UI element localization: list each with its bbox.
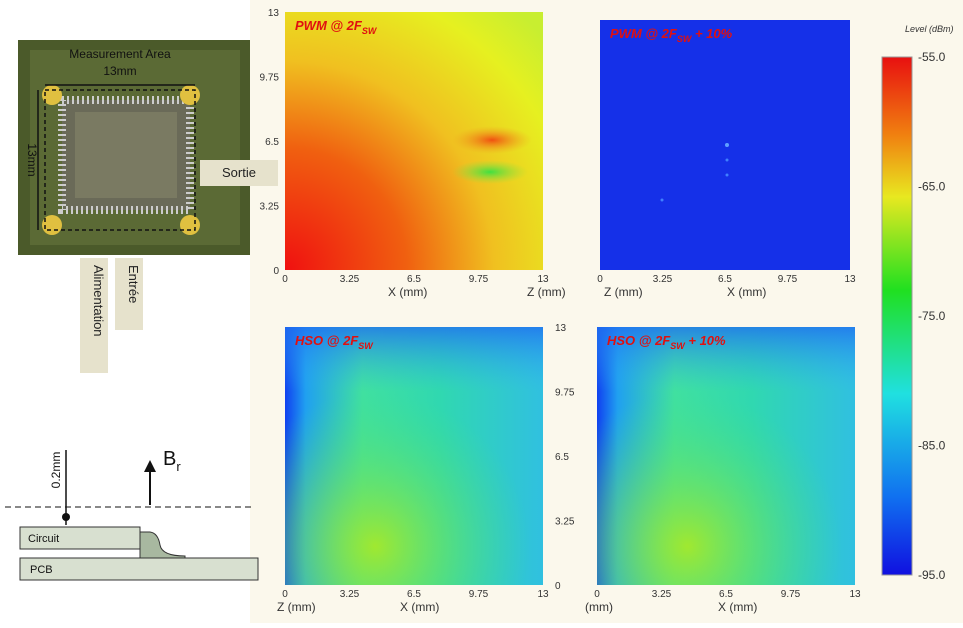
colorbar: Level (dBm) xyxy=(881,24,954,576)
y-tick-label: 13 xyxy=(555,323,567,334)
y-tick-label: 9.75 xyxy=(260,73,280,84)
axis-label: (mm) xyxy=(585,600,613,614)
photo-title: Measurement Area xyxy=(69,47,171,61)
field-subscript: r xyxy=(176,459,181,474)
x-tick-label: 9.75 xyxy=(781,589,801,600)
x-tick-label: 0 xyxy=(282,274,288,285)
map-title-subscript: SW xyxy=(670,341,686,351)
axis-label: X (mm) xyxy=(400,600,439,614)
map-title: HSO @ 2FSW + 10% xyxy=(607,333,726,351)
axis-label: X (mm) xyxy=(718,600,757,614)
x-tick-label: 6.5 xyxy=(407,274,421,285)
x-tick-label: 3.25 xyxy=(653,274,673,285)
pin-label: Alimentation xyxy=(91,265,106,337)
layer-label: Circuit xyxy=(28,533,59,545)
axis-label: Z (mm) xyxy=(604,285,643,299)
svg-text:Br: Br xyxy=(163,448,181,474)
map-title-text: HSO @ 2F xyxy=(607,333,671,348)
colorbar-tick-label: -75.0 xyxy=(918,309,946,323)
colorbar-tick-label: -65.0 xyxy=(918,180,946,194)
map-title-suffix: + 10% xyxy=(691,26,732,41)
height-label: 13mm xyxy=(25,143,39,176)
x-tick-label: 6.5 xyxy=(718,274,732,285)
y-tick-label: 9.75 xyxy=(555,388,575,399)
axis-label: Z (mm) xyxy=(527,285,566,299)
y-tick-label: 3.25 xyxy=(260,202,280,213)
x-tick-label: 9.75 xyxy=(469,589,489,600)
x-tick-label: 3.25 xyxy=(340,274,360,285)
map-title-subscript: SW xyxy=(358,341,374,351)
map-title: PWM @ 2FSW + 10% xyxy=(610,26,733,44)
x-tick-label: 9.75 xyxy=(469,274,489,285)
map-title-text: PWM @ 2F xyxy=(295,18,363,33)
heatmap xyxy=(600,20,850,270)
colorbar-title: Level (dBm) xyxy=(905,24,954,34)
y-tick-label: 0 xyxy=(273,266,279,277)
x-tick-label: 13 xyxy=(844,274,856,285)
x-tick-label: 0 xyxy=(597,274,603,285)
output-label: Sortie xyxy=(222,165,256,180)
x-tick-label: 9.75 xyxy=(778,274,798,285)
map-title-text: PWM @ 2F xyxy=(610,26,678,41)
colorbar-tick-label: -95.0 xyxy=(918,568,946,582)
axis-label: X (mm) xyxy=(388,285,427,299)
chip-photo: Measurement Area 13mm 13mm Sortie Alimen… xyxy=(18,40,278,373)
x-tick-label: 3.25 xyxy=(652,589,672,600)
width-label: 13mm xyxy=(103,64,136,78)
y-tick-label: 13 xyxy=(268,8,280,19)
colorbar-tick-label: -55.0 xyxy=(918,50,946,64)
x-tick-label: 13 xyxy=(849,589,861,600)
colorbar-tick-label: -85.0 xyxy=(918,439,946,453)
x-tick-label: 6.5 xyxy=(407,589,421,600)
x-tick-label: 3.25 xyxy=(340,589,360,600)
cross-section: 0.2mm Br Circuit PCB xyxy=(5,448,259,581)
x-tick-label: 6.5 xyxy=(719,589,733,600)
map-title: PWM @ 2FSW xyxy=(295,18,378,36)
height-label: 0.2mm xyxy=(49,452,63,489)
x-tick-label: 13 xyxy=(537,274,549,285)
map-title: HSO @ 2FSW xyxy=(295,333,374,351)
map-title-subscript: SW xyxy=(362,26,378,36)
axis-label: X (mm) xyxy=(727,285,766,299)
y-tick-label: 6.5 xyxy=(265,137,279,148)
map-title-suffix: + 10% xyxy=(685,333,726,348)
x-tick-label: 0 xyxy=(594,589,600,600)
map-title-text: HSO @ 2F xyxy=(295,333,359,348)
y-tick-label: 6.5 xyxy=(555,452,569,463)
field-label: B xyxy=(163,448,176,470)
y-tick-label: 0 xyxy=(555,581,561,592)
map-title-subscript: SW xyxy=(677,34,693,44)
heatmap xyxy=(597,327,855,585)
heatmap xyxy=(285,12,543,270)
pin-label: Entrée xyxy=(126,265,141,303)
x-tick-label: 13 xyxy=(537,589,549,600)
x-tick-label: 0 xyxy=(282,589,288,600)
axis-label: Z (mm) xyxy=(277,600,316,614)
layer-label: PCB xyxy=(30,564,53,576)
heatmap xyxy=(285,327,543,585)
y-tick-label: 3.25 xyxy=(555,517,575,528)
